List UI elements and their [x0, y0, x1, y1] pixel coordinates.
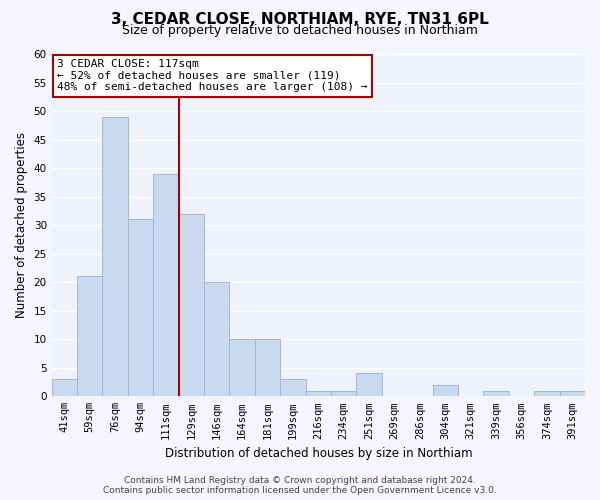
Bar — [153, 174, 179, 396]
Y-axis label: Number of detached properties: Number of detached properties — [15, 132, 28, 318]
Bar — [433, 385, 458, 396]
X-axis label: Distribution of detached houses by size in Northiam: Distribution of detached houses by size … — [164, 447, 472, 460]
Bar — [77, 276, 103, 396]
Bar — [255, 340, 280, 396]
Bar — [103, 117, 128, 396]
Bar — [280, 379, 305, 396]
Text: 3 CEDAR CLOSE: 117sqm
← 52% of detached houses are smaller (119)
48% of semi-det: 3 CEDAR CLOSE: 117sqm ← 52% of detached … — [57, 59, 367, 92]
Text: 3, CEDAR CLOSE, NORTHIAM, RYE, TN31 6PL: 3, CEDAR CLOSE, NORTHIAM, RYE, TN31 6PL — [111, 12, 489, 28]
Bar — [305, 390, 331, 396]
Bar — [560, 390, 585, 396]
Text: Contains HM Land Registry data © Crown copyright and database right 2024.
Contai: Contains HM Land Registry data © Crown c… — [103, 476, 497, 495]
Bar — [229, 340, 255, 396]
Text: Size of property relative to detached houses in Northiam: Size of property relative to detached ho… — [122, 24, 478, 37]
Bar — [331, 390, 356, 396]
Bar — [484, 390, 509, 396]
Bar — [52, 379, 77, 396]
Bar — [128, 220, 153, 396]
Bar — [204, 282, 229, 397]
Bar — [356, 374, 382, 396]
Bar — [179, 214, 204, 396]
Bar — [534, 390, 560, 396]
